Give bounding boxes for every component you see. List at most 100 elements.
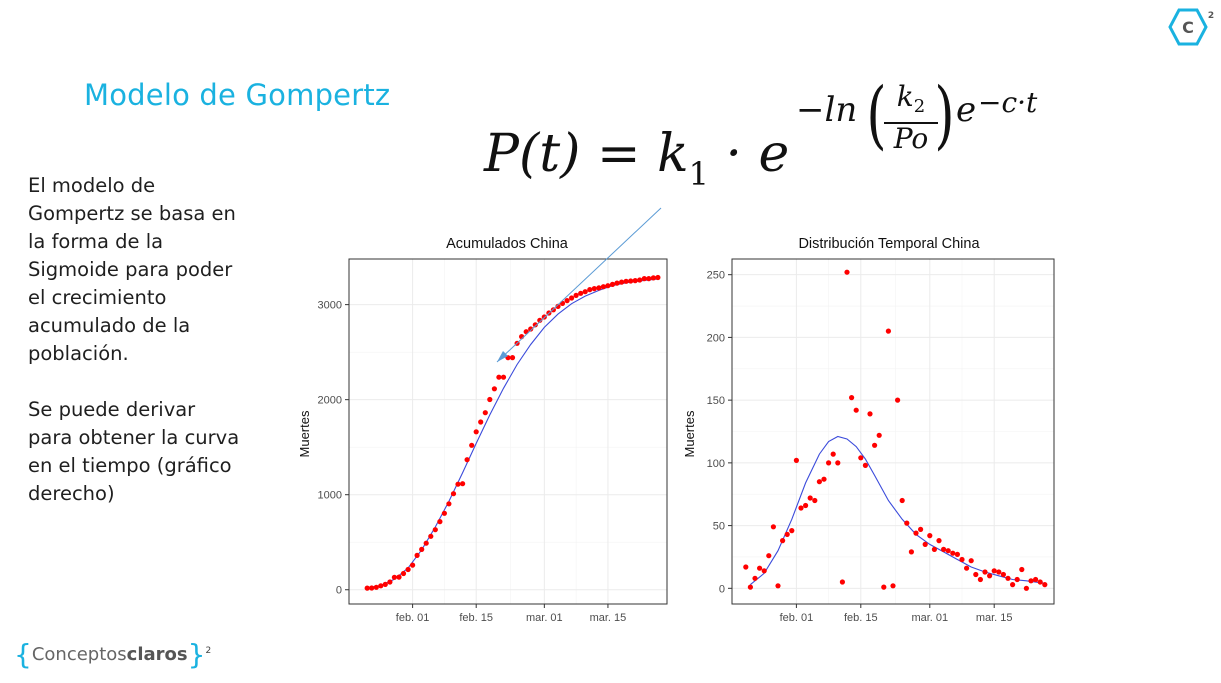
y-tick-label: 50	[713, 521, 725, 533]
data-point	[373, 584, 379, 590]
data-point	[396, 574, 402, 580]
fit-curve-line	[367, 278, 658, 589]
data-point	[899, 497, 905, 504]
data-point	[578, 290, 584, 296]
data-point	[784, 531, 790, 538]
data-point	[968, 558, 974, 564]
data-point	[973, 571, 979, 578]
data-point	[977, 576, 984, 583]
data-point	[469, 442, 475, 448]
formula-exponent-prefix: −ln	[796, 90, 858, 130]
data-point	[487, 396, 493, 403]
data-point	[835, 460, 841, 466]
plot-background	[349, 259, 667, 604]
data-point	[858, 455, 864, 461]
annotation-arrow-head-icon	[497, 351, 508, 362]
data-point	[798, 505, 804, 511]
slide-title: Modelo de Gompertz	[84, 78, 391, 112]
formula-dot-e: · e	[708, 124, 790, 184]
data-point	[996, 569, 1002, 575]
formula-main: P(t) = k1 · e	[484, 124, 789, 193]
data-point	[775, 583, 781, 589]
data-point	[941, 546, 947, 553]
chart-title: Acumulados China	[446, 236, 569, 252]
data-point	[564, 298, 570, 304]
data-point	[876, 432, 882, 438]
data-point	[614, 280, 620, 286]
y-tick-label: 150	[707, 395, 725, 407]
chart-panel-2: 0 50 100 150 200 250 feb. 01 feb. 15 mar. 01 mar.…	[682, 236, 1055, 624]
data-point	[605, 283, 611, 289]
data-point	[812, 497, 818, 504]
annotation-arrow-line	[496, 207, 662, 363]
data-point	[391, 574, 397, 580]
data-point	[959, 556, 965, 563]
data-point	[532, 322, 538, 328]
data-point	[867, 411, 873, 417]
data-point	[853, 407, 859, 413]
plot-border	[731, 258, 1055, 605]
data-point	[844, 269, 850, 275]
data-point	[803, 502, 809, 509]
x-tick-label: feb. 15	[844, 612, 878, 624]
data-point	[1010, 582, 1016, 588]
data-point	[1000, 571, 1007, 578]
data-point	[1033, 576, 1039, 583]
data-point	[591, 286, 597, 292]
brand-name-light: Conceptos	[31, 644, 127, 665]
formula-exponent-e: e	[956, 90, 977, 130]
formula-fraction-numerator: k2	[884, 82, 938, 124]
data-point	[913, 530, 919, 536]
data-point	[780, 538, 786, 544]
data-point	[936, 538, 942, 544]
data-point	[437, 519, 443, 525]
chart-title: Distribución Temporal China	[798, 236, 980, 252]
formula-k1-subscript: 1	[688, 155, 709, 193]
formula-exponent-tail: −c·t	[978, 86, 1038, 119]
x-tick-label: feb. 01	[396, 612, 430, 624]
data-point	[528, 326, 534, 332]
data-point	[982, 569, 988, 575]
data-point	[500, 374, 507, 380]
data-point	[450, 491, 457, 497]
data-point	[609, 281, 616, 287]
brand-logo-top-right: C 2	[1167, 6, 1215, 48]
data-point	[816, 479, 823, 485]
data-point	[964, 565, 970, 571]
data-point	[821, 476, 827, 482]
data-point	[414, 552, 420, 559]
brand-superscript: 2	[205, 646, 212, 656]
data-point	[766, 553, 772, 559]
data-point	[369, 585, 375, 591]
gompertz-formula: P(t) = k1 · e −ln ( k2 Po ) e −c·t	[484, 72, 1084, 193]
data-point	[378, 583, 384, 589]
data-point	[655, 274, 661, 281]
formula-fraction-denominator: Po	[893, 122, 929, 155]
data-point	[849, 395, 855, 401]
data-point	[793, 457, 800, 463]
data-point	[464, 457, 470, 463]
data-point	[587, 287, 593, 293]
data-point	[747, 584, 754, 590]
data-point	[881, 584, 887, 590]
data-point	[441, 510, 447, 516]
logo-letter: C	[1182, 18, 1194, 37]
data-point	[619, 279, 625, 285]
y-tick-label: 2000	[318, 395, 342, 407]
y-axis-label: Muertes	[297, 410, 312, 457]
data-point	[496, 374, 502, 380]
data-point	[460, 481, 466, 487]
data-point	[423, 540, 429, 546]
data-point	[885, 328, 892, 334]
data-point	[569, 295, 575, 301]
paragraph-derivation: Se puede derivar para obtener la curva e…	[28, 398, 240, 505]
data-point	[826, 460, 832, 466]
x-tick-label: mar. 01	[526, 612, 563, 624]
formula-fraction: k2 Po	[884, 82, 938, 154]
data-point	[761, 568, 767, 574]
data-point	[904, 520, 910, 526]
data-point	[641, 276, 647, 282]
data-point	[364, 585, 370, 591]
data-point	[509, 355, 516, 361]
